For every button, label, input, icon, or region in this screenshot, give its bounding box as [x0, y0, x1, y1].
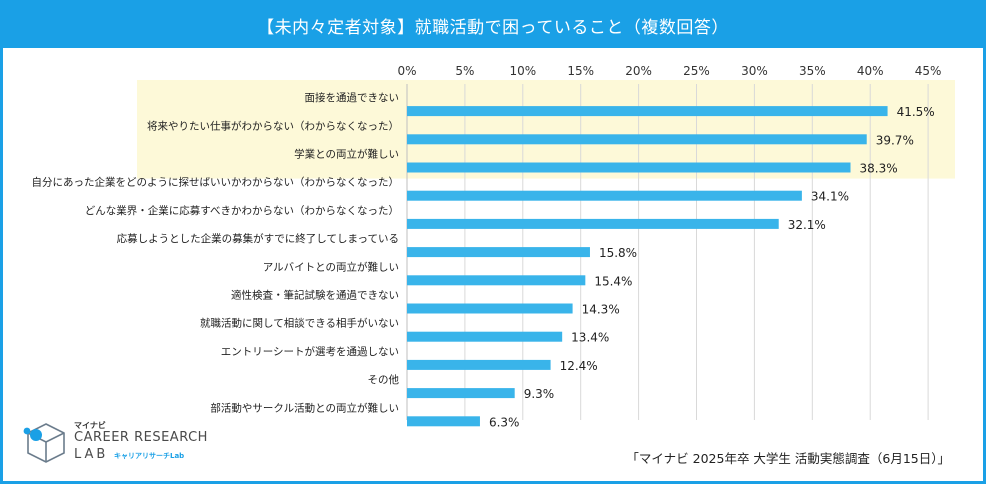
bar [407, 303, 573, 314]
logo-mynavi-text: マイナビ [74, 421, 106, 430]
x-tick-label: 30% [741, 64, 768, 78]
x-tick-label: 15% [567, 64, 594, 78]
category-label: 応募しようとした企業の募集がすでに終了してしまっている [117, 232, 399, 245]
data-label: 15.8% [599, 246, 637, 260]
highlight-band [137, 80, 955, 179]
bar [407, 134, 867, 145]
cube-logo-icon [23, 423, 65, 463]
data-label: 14.3% [582, 303, 620, 317]
data-label: 12.4% [560, 359, 598, 373]
x-tick-label: 20% [625, 64, 652, 78]
data-label: 41.5% [897, 105, 935, 119]
logo-sub-text: キャリアリサーチLab [114, 452, 185, 460]
x-tick-label: 35% [799, 64, 826, 78]
category-label: 将来やりたい仕事がわからない（わからなくなった） [147, 119, 399, 132]
category-label: 面接を通過できない [305, 91, 400, 104]
category-label: 部活動やサークル活動との両立が難しい [210, 401, 399, 414]
source-note: 「マイナビ 2025年卒 大学生 活動実態調査（6月15日）」 [626, 451, 950, 466]
bar [407, 247, 590, 258]
category-label: 就職活動に関して相談できる相手がいない [200, 317, 399, 330]
bar [407, 218, 779, 229]
category-label: 学業との両立が難しい [294, 148, 399, 161]
bar [407, 190, 802, 201]
chart-title: 【未内々定者対象】就職活動で困っていること（複数回答） [3, 3, 983, 48]
data-label: 32.1% [788, 218, 826, 232]
logo-lab-text: LAB [74, 447, 109, 462]
career-research-lab-logo: マイナビ CAREER RESEARCH LAB キャリアリサーチLab [22, 420, 222, 468]
bar [407, 416, 480, 427]
x-tick-label: 25% [683, 64, 710, 78]
x-tick-label: 40% [857, 64, 884, 78]
x-tick-label: 45% [915, 64, 942, 78]
category-label: アルバイトとの両立が難しい [263, 260, 399, 273]
category-label: 自分にあった企業をどのように探せばいいかわからない（わからなくなった） [32, 176, 400, 189]
data-label: 38.3% [860, 162, 898, 176]
x-tick-label: 5% [455, 64, 474, 78]
bar [407, 275, 586, 286]
logo-main-text: CAREER RESEARCH [74, 430, 208, 445]
data-label: 39.7% [876, 133, 914, 147]
data-label: 9.3% [524, 387, 555, 401]
category-label: その他 [368, 373, 400, 386]
data-label: 34.1% [811, 190, 849, 204]
data-label: 6.3% [489, 415, 519, 429]
bar [407, 162, 851, 173]
bar [407, 388, 515, 399]
data-label: 15.4% [594, 274, 632, 288]
data-label: 13.4% [571, 331, 609, 345]
category-label: どんな業界・企業に応募すべきかわからない（わからなくなった） [85, 204, 399, 217]
category-label: 適性検査・筆記試験を通過できない [231, 289, 399, 302]
category-label: エントリーシートが選考を通過しない [221, 345, 399, 358]
x-tick-label: 10% [509, 64, 536, 78]
bar [407, 106, 888, 117]
bar [407, 359, 551, 370]
bar [407, 331, 563, 342]
x-tick-label: 0% [397, 64, 416, 78]
